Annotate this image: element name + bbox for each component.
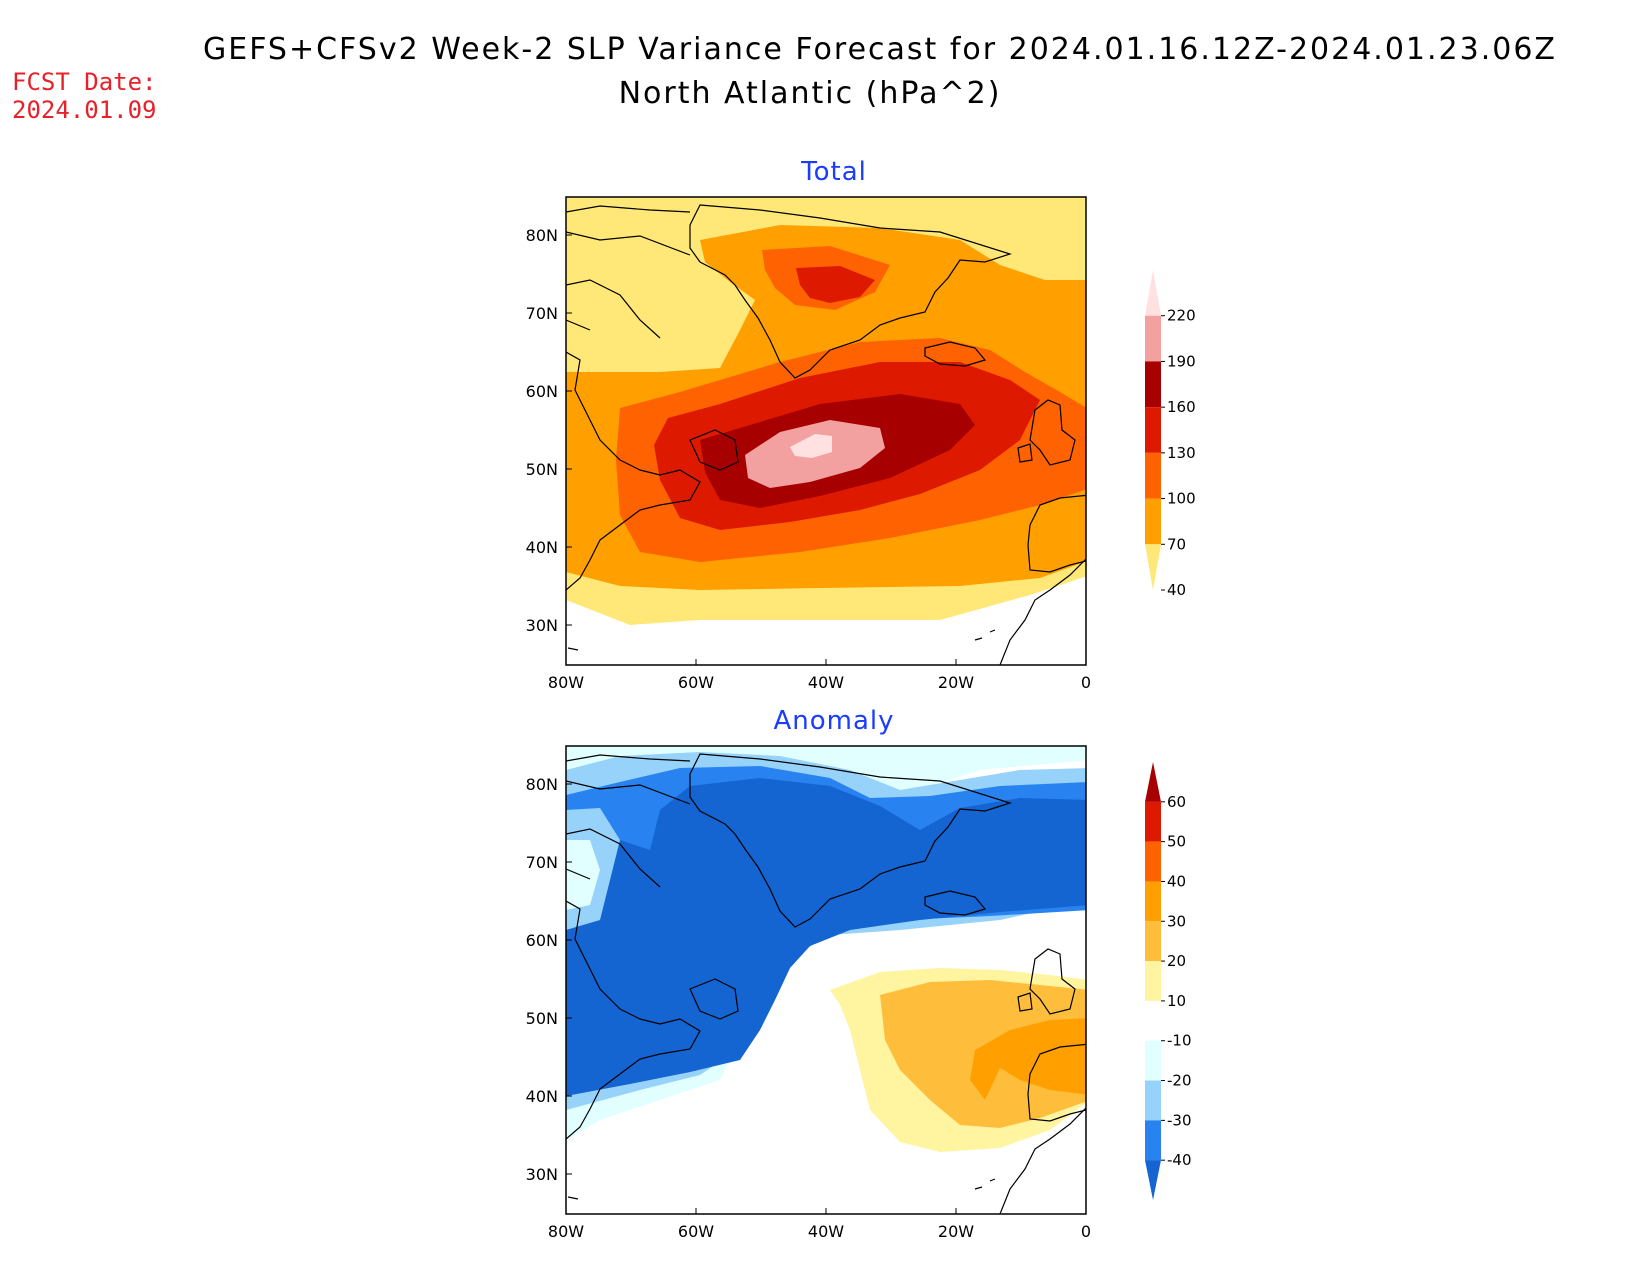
colorbar-swatch: [1145, 544, 1161, 590]
lon-label: 40W: [808, 673, 844, 692]
colorbar-level: 30: [1167, 912, 1186, 930]
colorbar-swatch: [1145, 881, 1161, 921]
colorbar-level: 160: [1167, 398, 1196, 416]
colorbar-swatch: [1145, 1041, 1161, 1081]
lon-label: 20W: [938, 1222, 974, 1241]
colorbar-swatch: [1145, 1160, 1161, 1200]
colorbar-level: 40: [1167, 872, 1186, 890]
lat-label: 40N: [526, 1087, 558, 1106]
colorbar-swatch: [1145, 361, 1161, 407]
colorbar-swatch: [1145, 499, 1161, 545]
lon-label: 40W: [808, 1222, 844, 1241]
colorbar-swatch: [1145, 1001, 1161, 1041]
colorbar-level: 40: [1167, 581, 1186, 599]
lat-label: 40N: [526, 538, 558, 557]
colorbar-swatch: [1145, 802, 1161, 842]
panel-anomaly-title: Anomaly: [773, 706, 894, 736]
colorbar-level: 20: [1167, 952, 1186, 970]
lon-label: 0: [1081, 1222, 1091, 1241]
lat-label: 60N: [526, 931, 558, 950]
colorbar-swatch: [1145, 270, 1161, 316]
colorbar-swatch: [1145, 842, 1161, 882]
lat-label: 60N: [526, 382, 558, 401]
colorbar-level: 220: [1167, 307, 1196, 325]
colorbar-level: -20: [1167, 1072, 1192, 1090]
panel-anomaly-colorbar: 60 50 40 30 20 10 -10 -20 -30 -40: [1145, 762, 1192, 1200]
colorbar-swatch: [1145, 453, 1161, 499]
panel-total-title: Total: [800, 157, 867, 187]
colorbar-level: 50: [1167, 833, 1186, 851]
lon-label: 80W: [548, 673, 584, 692]
colorbar-swatch: [1145, 1081, 1161, 1121]
total-variance-field: [560, 190, 1090, 665]
colorbar-level: 70: [1167, 535, 1186, 553]
colorbar-swatch: [1145, 1120, 1161, 1160]
colorbar-level: 60: [1167, 793, 1186, 811]
lon-label: 60W: [678, 1222, 714, 1241]
lon-label: 80W: [548, 1222, 584, 1241]
colorbar-swatch: [1145, 316, 1161, 362]
lat-label: 30N: [526, 1165, 558, 1184]
anomaly-variance-field: [560, 740, 1090, 1214]
lon-label: 60W: [678, 673, 714, 692]
colorbar-level: 190: [1167, 352, 1196, 370]
colorbar-swatch: [1145, 921, 1161, 961]
colorbar-level: -40: [1167, 1151, 1192, 1169]
lat-label: 50N: [526, 1009, 558, 1028]
colorbar-level: 100: [1167, 490, 1196, 508]
lon-label: 20W: [938, 673, 974, 692]
colorbar-level: 10: [1167, 992, 1186, 1010]
panel-total-colorbar: 220 190 160 130 100 70 40: [1145, 270, 1196, 599]
lat-label: 50N: [526, 460, 558, 479]
lat-label: 30N: [526, 616, 558, 635]
colorbar-swatch: [1145, 762, 1161, 802]
colorbar-swatch: [1145, 961, 1161, 1001]
colorbar-level: -30: [1167, 1111, 1192, 1129]
lat-label: 80N: [526, 775, 558, 794]
colorbar-swatch: [1145, 407, 1161, 453]
figure-canvas: Total 80N 70N 60N 50N 40N 30N 80W 60W 40W 20W 0 22…: [0, 0, 1650, 1275]
lat-label: 80N: [526, 226, 558, 245]
colorbar-level: -10: [1167, 1032, 1192, 1050]
colorbar-level: 130: [1167, 444, 1196, 462]
lat-label: 70N: [526, 853, 558, 872]
lat-label: 70N: [526, 304, 558, 323]
lon-label: 0: [1081, 673, 1091, 692]
